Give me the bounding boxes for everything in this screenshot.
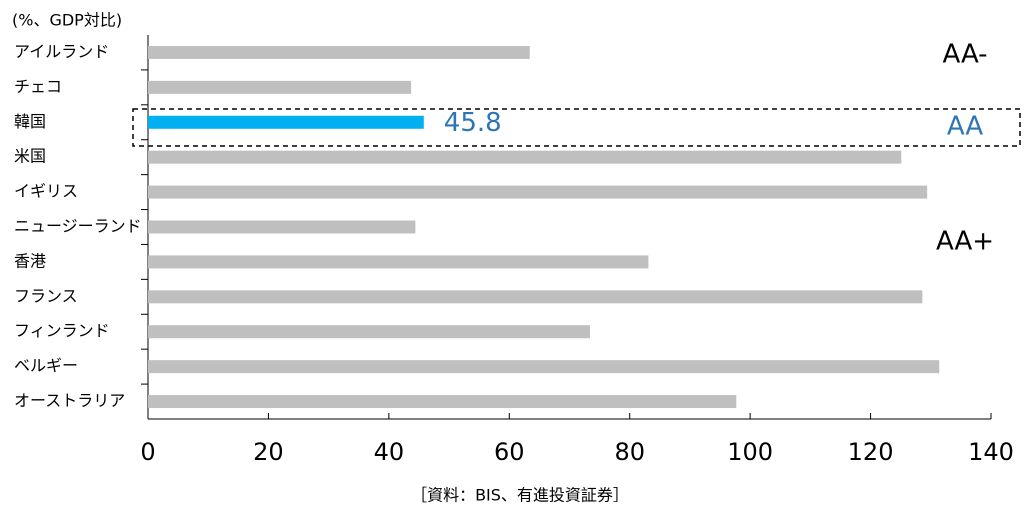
- category-label: フランス: [14, 286, 78, 305]
- category-label: 米国: [14, 147, 46, 166]
- x-tick-label: 40: [374, 438, 405, 466]
- category-label: イギリス: [14, 182, 78, 201]
- x-tick-label: 100: [727, 438, 773, 466]
- rating-label: AA-: [942, 40, 987, 70]
- x-tick-label: 140: [968, 438, 1014, 466]
- source-note: ［資料：BIS、有進投資証券］: [411, 486, 629, 505]
- rating-label: AA+: [936, 227, 994, 257]
- bar: [148, 45, 530, 59]
- value-label: 45.8: [444, 108, 502, 138]
- bar: [148, 255, 649, 269]
- x-tick-label: 0: [140, 438, 155, 466]
- bar: [148, 360, 940, 374]
- bar: [148, 185, 928, 199]
- x-tick-label: 80: [614, 438, 645, 466]
- category-label: アイルランド: [14, 42, 109, 61]
- x-tick-label: 120: [848, 438, 894, 466]
- category-label: チェコ: [14, 77, 62, 96]
- highlight-box: [132, 108, 1021, 147]
- category-label: ニュージーランド: [14, 217, 142, 236]
- category-label: 香港: [14, 251, 46, 270]
- rating-label: AA: [947, 112, 984, 142]
- bar: [148, 325, 590, 339]
- bar: [148, 290, 923, 304]
- category-label: オーストラリア: [14, 391, 125, 410]
- bar: [148, 395, 737, 409]
- unit-label: (%、GDP対比): [12, 11, 122, 30]
- bar: [148, 150, 902, 164]
- bar: [148, 80, 412, 94]
- x-tick-label: 60: [494, 438, 525, 466]
- category-label: フィンランド: [14, 321, 110, 340]
- bar: [148, 220, 416, 234]
- x-tick-label: 20: [253, 438, 284, 466]
- bar: [148, 115, 424, 129]
- category-label: ベルギー: [14, 356, 78, 375]
- category-label: 韓国: [14, 112, 46, 131]
